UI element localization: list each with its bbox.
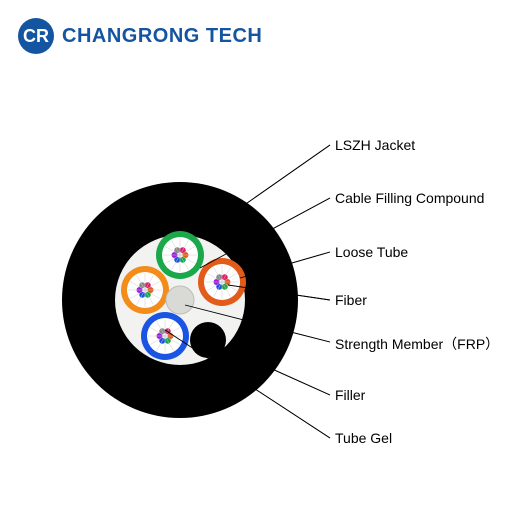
strength-member — [166, 286, 194, 314]
loose-tube-3 — [141, 312, 189, 360]
label-0: LSZH Jacket — [335, 137, 415, 153]
cable-diagram — [0, 0, 531, 531]
loose-tube-2 — [121, 266, 169, 314]
filler — [190, 322, 226, 358]
label-4: Strength Member（FRP） — [335, 334, 499, 354]
label-3: Fiber — [335, 292, 367, 308]
label-6: Tube Gel — [335, 430, 392, 446]
label-2: Loose Tube — [335, 244, 408, 260]
label-1: Cable Filling Compound — [335, 190, 484, 206]
label-5: Filler — [335, 387, 365, 403]
loose-tube-0 — [156, 231, 204, 279]
